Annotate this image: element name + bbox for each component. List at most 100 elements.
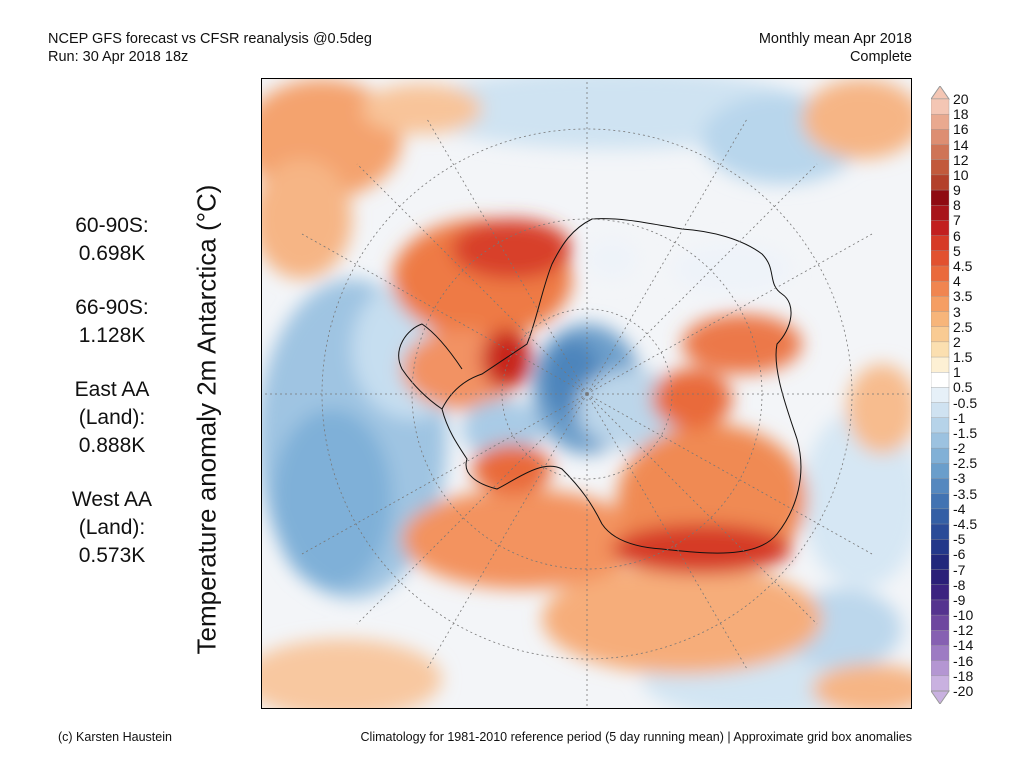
- colorbar-bin: [931, 280, 950, 298]
- colorbar-tick-label: -4: [953, 500, 966, 517]
- colorbar-bin: [931, 372, 950, 389]
- colorbar-bin: [931, 235, 950, 252]
- colorbar-bin: [931, 447, 950, 465]
- colorbar-tick-label: -3: [953, 470, 966, 487]
- colorbar-bin: [931, 675, 950, 692]
- colorbar-bin: [931, 539, 950, 556]
- colorbar-tick-label: 10: [953, 166, 969, 183]
- colorbar: [931, 86, 950, 704]
- colorbar-tick-label: -2.5: [953, 455, 978, 472]
- colorbar-bin: [931, 402, 950, 419]
- map-title: NCEP GFS forecast vs CFSR reanalysis @0.…: [48, 31, 372, 47]
- colorbar-tick-label: 2.5: [953, 318, 973, 335]
- stat-60-90s: 60-90S: 0.698K: [52, 212, 172, 268]
- anomaly-map: [261, 78, 912, 709]
- period-label: Monthly mean Apr 2018: [758, 31, 912, 47]
- colorbar-tick-label: -12: [953, 622, 974, 639]
- colorbar-bin: [931, 584, 950, 601]
- colorbar-bin: [931, 341, 950, 358]
- stat-east-aa: East AA (Land): 0.888K: [52, 376, 172, 460]
- colorbar-bin: [931, 311, 950, 328]
- colorbar-bin: [931, 387, 950, 404]
- colorbar-tick-label: 1: [953, 364, 961, 381]
- run-time: Run: 30 Apr 2018 18z: [48, 49, 189, 65]
- colorbar-tick-label: 1.5: [953, 349, 973, 366]
- colorbar-tick-label: -6: [953, 546, 966, 563]
- colorbar-tick-label: -9: [953, 591, 966, 608]
- colorbar-tick-label: -16: [953, 652, 974, 669]
- stat-label: (Land):: [78, 516, 146, 539]
- colorbar-tick-label: 3.5: [953, 288, 973, 305]
- colorbar-bin: [931, 645, 950, 662]
- colorbar-min-arrow: [931, 690, 950, 704]
- colorbar-tick-label: -0.5: [953, 394, 978, 411]
- stat-label: 60-90S:: [75, 214, 149, 237]
- colorbar-tick-label: -3.5: [953, 485, 978, 502]
- antarctica-coastline: [441, 218, 802, 554]
- colorbar-bin: [931, 523, 950, 540]
- colorbar-bin: [931, 356, 950, 373]
- stat-west-aa: West AA (Land): 0.573K: [52, 486, 172, 570]
- colorbar-tick-label: 18: [953, 106, 969, 123]
- colorbar-tick-label: 3: [953, 303, 961, 320]
- colorbar-bin: [931, 159, 950, 176]
- graticule: [262, 79, 911, 708]
- colorbar-tick-label: 6: [953, 227, 961, 244]
- colorbar-tick-label: 9: [953, 182, 961, 199]
- stat-value: 0.698K: [78, 242, 146, 265]
- colorbar-tick-label: 0.5: [953, 379, 973, 396]
- colorbar-bin: [931, 554, 950, 571]
- colorbar-bin: [931, 326, 950, 343]
- colorbar-bin: [931, 569, 950, 586]
- colorbar-bin: [931, 478, 950, 495]
- colorbar-tick-label: -18: [953, 667, 974, 684]
- colorbar-bin: [931, 296, 950, 313]
- stat-66-90s: 66-90S: 1.128K: [52, 294, 172, 350]
- colorbar-tick-label: 20: [953, 91, 969, 107]
- colorbar-bin: [931, 630, 950, 647]
- y-axis-label: Temperature anomaly 2m Antarctica (°C): [191, 184, 222, 655]
- colorbar-tick-label: -20: [953, 683, 974, 699]
- stat-label: West AA: [71, 488, 153, 511]
- colorbar-bin: [931, 189, 950, 206]
- colorbar-tick-label: -7: [953, 561, 966, 578]
- colorbar-tick-label: -1.5: [953, 424, 978, 441]
- colorbar-tick-label: 4.5: [953, 257, 973, 274]
- colorbar-tick-label: -4.5: [953, 516, 978, 533]
- header-left: NCEP GFS forecast vs CFSR reanalysis @0.…: [48, 30, 372, 66]
- stat-label: East AA: [74, 378, 150, 401]
- stat-label: (Land):: [78, 406, 146, 429]
- stat-value: 1.128K: [78, 324, 146, 347]
- colorbar-bin: [931, 432, 950, 449]
- colorbar-tick-label: -5: [953, 531, 966, 548]
- header-right: Monthly mean Apr 2018 Complete: [759, 30, 912, 66]
- colorbar-tick-label: 12: [953, 151, 969, 168]
- colorbar-bin: [931, 205, 950, 222]
- stat-value: 0.888K: [78, 434, 146, 457]
- colorbar-tick-label: -1: [953, 409, 966, 426]
- stat-value: 0.573K: [78, 544, 146, 567]
- footer-note: Climatology for 1981-2010 reference peri…: [360, 730, 912, 744]
- stats-panel: 60-90S: 0.698K 66-90S: 1.128K East AA (L…: [52, 212, 172, 596]
- colorbar-bin: [931, 113, 950, 131]
- colorbar-bin: [931, 144, 950, 161]
- colorbar-bin: [931, 493, 950, 510]
- colorbar-bin: [931, 250, 950, 267]
- colorbar-max-arrow: [931, 86, 950, 100]
- colorbar-tick-label: 7: [953, 212, 961, 229]
- colorbar-tick-label: -10: [953, 607, 974, 624]
- colorbar-bin: [931, 174, 950, 191]
- colorbar-tick-label: 2: [953, 333, 961, 350]
- stat-label: 66-90S:: [75, 296, 149, 319]
- colorbar-bin: [931, 614, 950, 631]
- colorbar-bin: [931, 463, 950, 480]
- colorbar-bin: [931, 220, 950, 237]
- colorbar-tick-label: 14: [953, 136, 969, 153]
- colorbar-tick-label: -2: [953, 440, 966, 457]
- map-canvas: [262, 79, 911, 708]
- peninsula-coastline: [398, 323, 463, 410]
- colorbar-tick-label: -8: [953, 576, 966, 593]
- status-label: Complete: [849, 49, 912, 65]
- colorbar-bin: [931, 417, 950, 434]
- colorbar-tick-label: 5: [953, 242, 961, 259]
